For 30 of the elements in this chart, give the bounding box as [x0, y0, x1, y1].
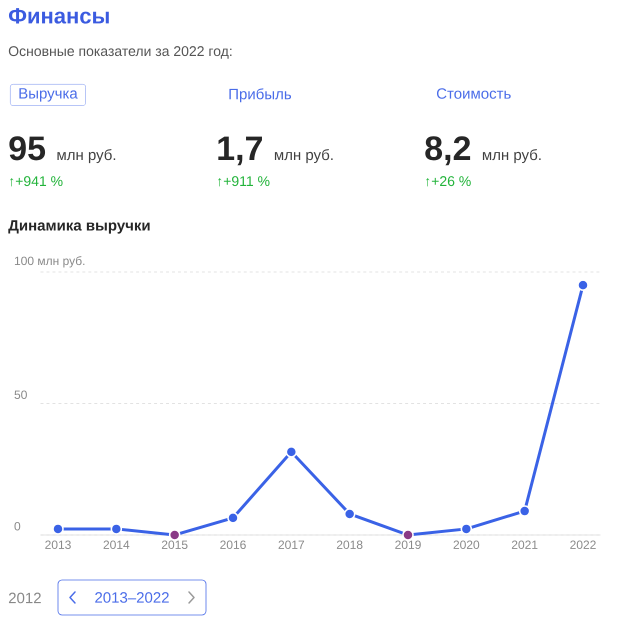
y-tick-label: 0 — [14, 522, 20, 530]
y-tick-label: 100 млн руб. — [14, 256, 84, 268]
text: млн руб. — [482, 148, 541, 164]
text: 1,7 — [218, 136, 262, 166]
text: Основные показатели за 2022 год: — [8, 46, 232, 59]
text: Финансы — [8, 8, 109, 24]
text: 8,2 — [425, 136, 470, 166]
x-tick-label: 2014 — [104, 540, 130, 550]
text: 2013–2022 — [95, 592, 169, 603]
x-tick-label: 2018 — [336, 540, 362, 550]
text: ↑+911 % — [218, 176, 270, 186]
x-tick-label: 2019 — [395, 540, 421, 550]
chart-title: Динамика выручки — [8, 220, 150, 234]
text: Стоимость — [436, 88, 511, 99]
text: 95 — [9, 136, 46, 160]
x-tick-label: 2016 — [220, 540, 246, 550]
x-tick-label: 2017 — [278, 540, 304, 550]
y-tick-label: 50 — [14, 390, 27, 399]
x-tick-label: 2021 — [512, 540, 538, 550]
x-tick-label: 2022 — [570, 540, 596, 550]
x-tick-label: 2013 — [45, 540, 71, 550]
text: Выручка — [19, 88, 78, 102]
text: Прибыль — [229, 88, 292, 102]
text: млн руб. — [57, 148, 116, 164]
text: 2012 — [8, 592, 41, 604]
x-tick-label: 2015 — [162, 540, 188, 550]
text: млн руб. — [274, 148, 333, 164]
text: ↑+26 % — [426, 176, 471, 186]
x-tick-label: 2020 — [454, 540, 480, 550]
text: ↑+941 % — [10, 176, 63, 186]
